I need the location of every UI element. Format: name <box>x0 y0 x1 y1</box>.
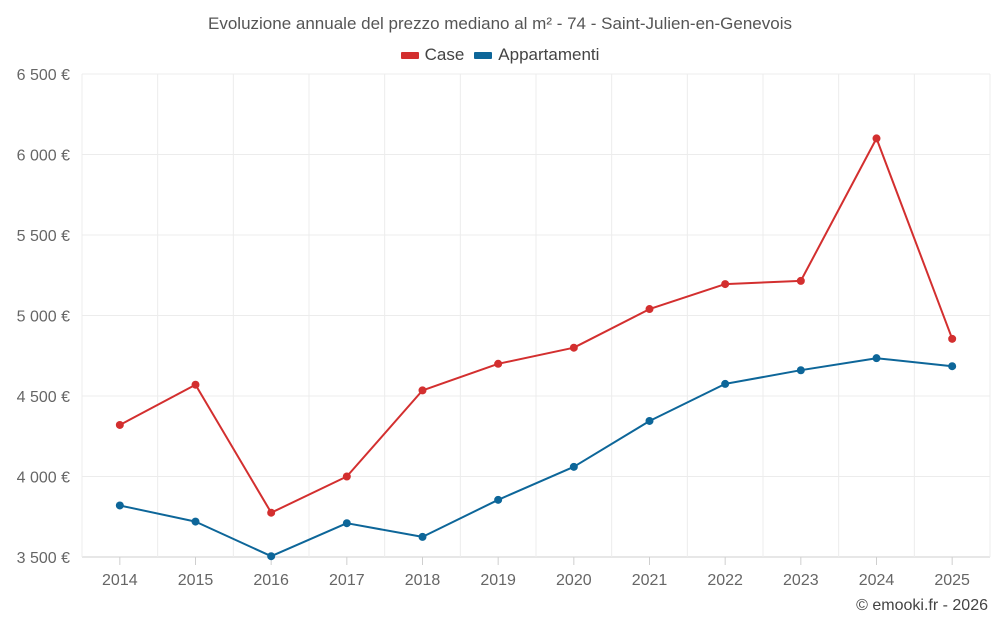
data-point-case <box>191 380 200 389</box>
y-tick-label: 5 500 € <box>17 228 70 245</box>
legend-swatch-case <box>400 51 419 59</box>
data-point-case <box>872 134 881 143</box>
legend-label-case: Case <box>424 45 465 64</box>
data-point-case <box>418 386 427 395</box>
x-tick-label: 2021 <box>632 572 668 589</box>
data-point-appartamenti <box>872 354 881 363</box>
legend-item-case[interactable]: Case <box>400 45 465 65</box>
data-point-appartamenti <box>569 462 578 471</box>
axis-layer: 3 500 € 4 000 € 4 500 € 5 000 € 5 500 € 6 000… <box>17 67 970 589</box>
data-point-case <box>569 343 578 352</box>
x-tick-label: 2023 <box>783 572 819 589</box>
legend-item-appartamenti[interactable]: Appartamenti <box>474 45 599 65</box>
x-tick-label: 2017 <box>329 572 365 589</box>
data-point-case <box>721 280 730 289</box>
x-tick-label: 2024 <box>859 572 895 589</box>
data-point-appartamenti <box>115 501 124 510</box>
data-point-appartamenti <box>342 519 351 528</box>
legend: Case Appartamenti <box>0 45 1000 65</box>
series-line-appartamenti <box>119 357 953 558</box>
legend-swatch-appartamenti <box>474 51 493 59</box>
data-point-case <box>796 276 805 285</box>
data-point-case <box>115 420 124 429</box>
y-tick-label: 6 500 € <box>17 67 70 84</box>
data-point-case <box>494 359 503 368</box>
series-layer <box>115 134 957 561</box>
data-point-case <box>267 508 276 517</box>
grid-layer <box>81 73 991 558</box>
copyright-text: © emooki.fr - 2026 <box>856 597 988 614</box>
data-point-case <box>342 472 351 481</box>
x-tick-label: 2019 <box>480 572 516 589</box>
y-tick-label: 4 000 € <box>17 470 70 487</box>
data-point-appartamenti <box>418 532 427 541</box>
data-point-appartamenti <box>267 552 276 561</box>
data-point-appartamenti <box>721 379 730 388</box>
legend-label-appartamenti: Appartamenti <box>498 45 600 64</box>
x-tick-label: 2014 <box>102 572 138 589</box>
data-point-appartamenti <box>645 416 654 425</box>
x-tick-label: 2025 <box>934 572 970 589</box>
data-point-case <box>645 305 654 314</box>
x-tick-label: 2022 <box>707 572 743 589</box>
data-point-appartamenti <box>796 366 805 375</box>
data-point-case <box>948 334 957 343</box>
x-tick-label: 2018 <box>405 572 441 589</box>
y-tick-label: 4 500 € <box>17 389 70 406</box>
series-line-case <box>119 137 954 514</box>
x-tick-label: 2015 <box>178 572 214 589</box>
x-tick-label: 2020 <box>556 572 592 589</box>
data-point-appartamenti <box>494 495 503 504</box>
data-point-appartamenti <box>191 517 200 526</box>
y-tick-label: 3 500 € <box>17 550 70 567</box>
data-point-appartamenti <box>948 362 957 371</box>
y-tick-label: 5 000 € <box>17 309 70 326</box>
x-tick-label: 2016 <box>253 572 289 589</box>
y-tick-label: 6 000 € <box>17 148 70 165</box>
chart-title: Evoluzione annuale del prezzo mediano al… <box>208 14 792 33</box>
